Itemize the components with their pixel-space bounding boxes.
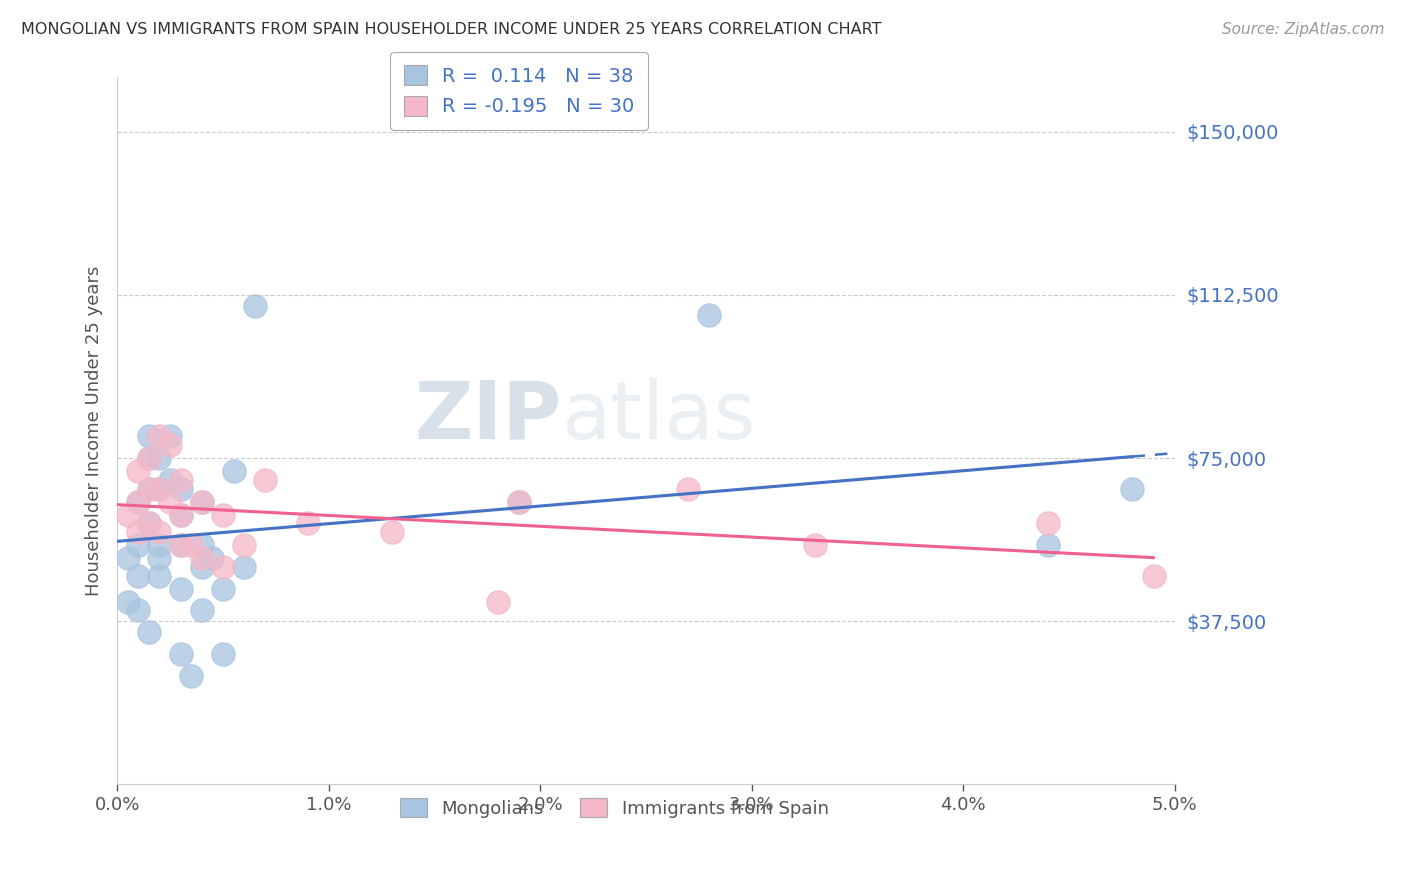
Point xyxy=(148,482,170,496)
Point xyxy=(212,582,235,596)
Point xyxy=(127,568,149,582)
Point xyxy=(148,525,170,540)
Point xyxy=(148,538,170,552)
Point xyxy=(191,494,214,508)
Point xyxy=(191,560,214,574)
Point xyxy=(148,451,170,466)
Legend: Mongolians, Immigrants from Spain: Mongolians, Immigrants from Spain xyxy=(392,791,835,825)
Point xyxy=(138,482,160,496)
Point xyxy=(169,482,191,496)
Point xyxy=(233,538,256,552)
Point xyxy=(169,538,191,552)
Point xyxy=(138,482,160,496)
Point xyxy=(191,494,214,508)
Point xyxy=(159,438,181,452)
Point xyxy=(127,494,149,508)
Point xyxy=(169,508,191,522)
Text: atlas: atlas xyxy=(561,378,756,456)
Point xyxy=(148,482,170,496)
Y-axis label: Householder Income Under 25 years: Householder Income Under 25 years xyxy=(86,266,103,596)
Point xyxy=(233,560,256,574)
Point xyxy=(804,538,827,552)
Point xyxy=(138,516,160,531)
Point xyxy=(138,625,160,640)
Point xyxy=(169,582,191,596)
Point xyxy=(243,299,266,313)
Point xyxy=(148,551,170,566)
Point xyxy=(117,551,139,566)
Point xyxy=(508,494,530,508)
Point xyxy=(159,429,181,443)
Point xyxy=(1143,568,1166,582)
Point xyxy=(1121,482,1143,496)
Point xyxy=(212,647,235,661)
Point xyxy=(148,429,170,443)
Point xyxy=(127,464,149,478)
Point xyxy=(201,551,224,566)
Point xyxy=(127,603,149,617)
Point xyxy=(169,508,191,522)
Point xyxy=(1036,516,1059,531)
Point xyxy=(212,508,235,522)
Text: ZIP: ZIP xyxy=(415,378,561,456)
Point xyxy=(1036,538,1059,552)
Point xyxy=(180,668,202,682)
Point xyxy=(138,516,160,531)
Point xyxy=(138,429,160,443)
Point xyxy=(486,595,509,609)
Text: MONGOLIAN VS IMMIGRANTS FROM SPAIN HOUSEHOLDER INCOME UNDER 25 YEARS CORRELATION: MONGOLIAN VS IMMIGRANTS FROM SPAIN HOUSE… xyxy=(21,22,882,37)
Point xyxy=(699,308,721,322)
Point xyxy=(127,538,149,552)
Point xyxy=(381,525,404,540)
Point xyxy=(148,568,170,582)
Text: Source: ZipAtlas.com: Source: ZipAtlas.com xyxy=(1222,22,1385,37)
Point xyxy=(169,473,191,487)
Point xyxy=(169,538,191,552)
Point xyxy=(169,647,191,661)
Point xyxy=(212,560,235,574)
Point xyxy=(127,525,149,540)
Point xyxy=(254,473,277,487)
Point xyxy=(191,603,214,617)
Point xyxy=(138,451,160,466)
Point xyxy=(297,516,319,531)
Point xyxy=(180,538,202,552)
Point xyxy=(191,551,214,566)
Point xyxy=(117,508,139,522)
Point xyxy=(127,494,149,508)
Point xyxy=(159,473,181,487)
Point xyxy=(678,482,700,496)
Point xyxy=(222,464,245,478)
Point xyxy=(508,494,530,508)
Point xyxy=(159,494,181,508)
Point xyxy=(117,595,139,609)
Point xyxy=(191,538,214,552)
Point xyxy=(138,451,160,466)
